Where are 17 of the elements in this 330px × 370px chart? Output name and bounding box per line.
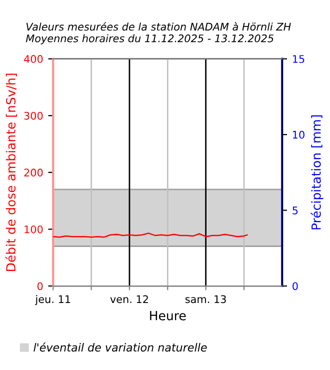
y2-tick-label: 5	[292, 206, 298, 214]
y-axis-title: Débit de dose ambiante [nSv/h]	[5, 74, 18, 271]
y-tick-label: 200	[24, 168, 43, 177]
y-tick-label: 300	[24, 112, 43, 120]
x-tick-label: jeu. 11	[35, 295, 70, 306]
y-tick-label: 100	[24, 225, 43, 234]
y2-axis-title: Précipitation [mm]	[310, 115, 324, 230]
x-tick-label: sam. 13	[185, 295, 226, 304]
legend-label: l'éventail de variation naturelle	[34, 342, 207, 352]
x-tick-label: ven. 12	[110, 295, 148, 304]
chart-title: Valeurs mesurées de la station NADAM à Hörnli ZH Moyennes horaires du 11.12.2025 - 13.12.2025	[26, 22, 291, 44]
x-axis-title: Heure	[150, 311, 186, 320]
y-tick-label: 0	[37, 282, 43, 290]
y2-tick-label: 0	[292, 282, 298, 290]
y2-tick-label: 15	[293, 55, 304, 63]
y-tick-label: 400	[24, 55, 43, 63]
y2-tick-label: 10	[293, 130, 304, 139]
